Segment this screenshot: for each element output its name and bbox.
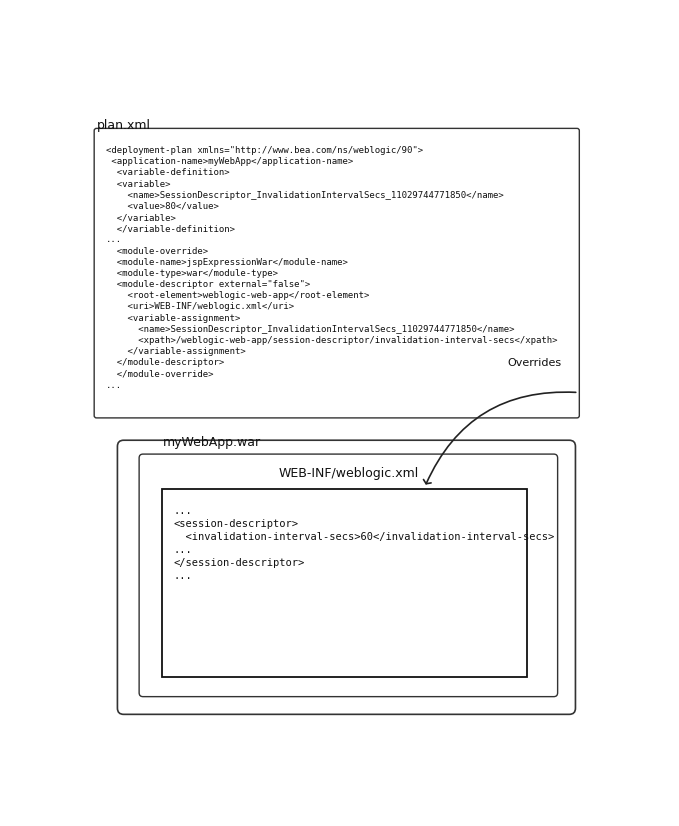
Text: ...: ...	[106, 381, 122, 390]
Text: <value>80</value>: <value>80</value>	[106, 202, 219, 211]
Text: <module-type>war</module-type>: <module-type>war</module-type>	[106, 269, 278, 278]
Text: ...: ...	[173, 506, 192, 515]
Text: </variable>: </variable>	[106, 213, 176, 222]
FancyBboxPatch shape	[117, 440, 575, 714]
Text: WEB-INF/weblogic.xml: WEB-INF/weblogic.xml	[278, 468, 418, 480]
Text: </module-descriptor>: </module-descriptor>	[106, 358, 224, 368]
Text: </module-override>: </module-override>	[106, 369, 213, 378]
Text: ...: ...	[106, 235, 122, 244]
Text: <xpath>/weblogic-web-app/session-descriptor/invalidation-interval-secs</xpath>: <xpath>/weblogic-web-app/session-descrip…	[106, 336, 557, 345]
Text: <variable>: <variable>	[106, 179, 170, 188]
Text: <module-override>: <module-override>	[106, 247, 208, 255]
Text: plan.xml: plan.xml	[96, 119, 151, 132]
Text: </session-descriptor>: </session-descriptor>	[173, 558, 304, 568]
Text: <variable-assignment>: <variable-assignment>	[106, 314, 240, 323]
Text: <name>SessionDescriptor_InvalidationIntervalSecs_11029744771850</name>: <name>SessionDescriptor_InvalidationInte…	[106, 325, 514, 334]
Text: </variable-definition>: </variable-definition>	[106, 224, 235, 233]
Text: <uri>WEB-INF/weblogic.xml</uri>: <uri>WEB-INF/weblogic.xml</uri>	[106, 302, 294, 311]
Text: </variable-assignment>: </variable-assignment>	[106, 347, 246, 356]
Text: <root-element>weblogic-web-app</root-element>: <root-element>weblogic-web-app</root-ele…	[106, 292, 369, 300]
Text: <module-descriptor external="false">: <module-descriptor external="false">	[106, 280, 310, 289]
Text: <session-descriptor>: <session-descriptor>	[173, 519, 298, 529]
Text: <name>SessionDescriptor_InvalidationIntervalSecs_11029744771850</name>: <name>SessionDescriptor_InvalidationInte…	[106, 191, 504, 200]
Text: <variable-definition>: <variable-definition>	[106, 169, 230, 178]
Text: myWebApp.war: myWebApp.war	[162, 436, 261, 449]
Bar	[162, 489, 527, 677]
Text: <application-name>myWebApp</application-name>: <application-name>myWebApp</application-…	[106, 157, 353, 166]
Text: ...: ...	[173, 571, 192, 582]
Text: <deployment-plan xmlns="http://www.bea.com/ns/weblogic/90">: <deployment-plan xmlns="http://www.bea.c…	[106, 146, 423, 155]
FancyBboxPatch shape	[94, 128, 579, 418]
Text: ...: ...	[173, 545, 192, 555]
Text: <invalidation-interval-secs>60</invalidation-interval-secs>: <invalidation-interval-secs>60</invalida…	[173, 532, 555, 542]
FancyBboxPatch shape	[139, 454, 557, 696]
Text: Overrides: Overrides	[507, 358, 562, 368]
Text: <module-name>jspExpressionWar</module-name>: <module-name>jspExpressionWar</module-na…	[106, 258, 348, 267]
